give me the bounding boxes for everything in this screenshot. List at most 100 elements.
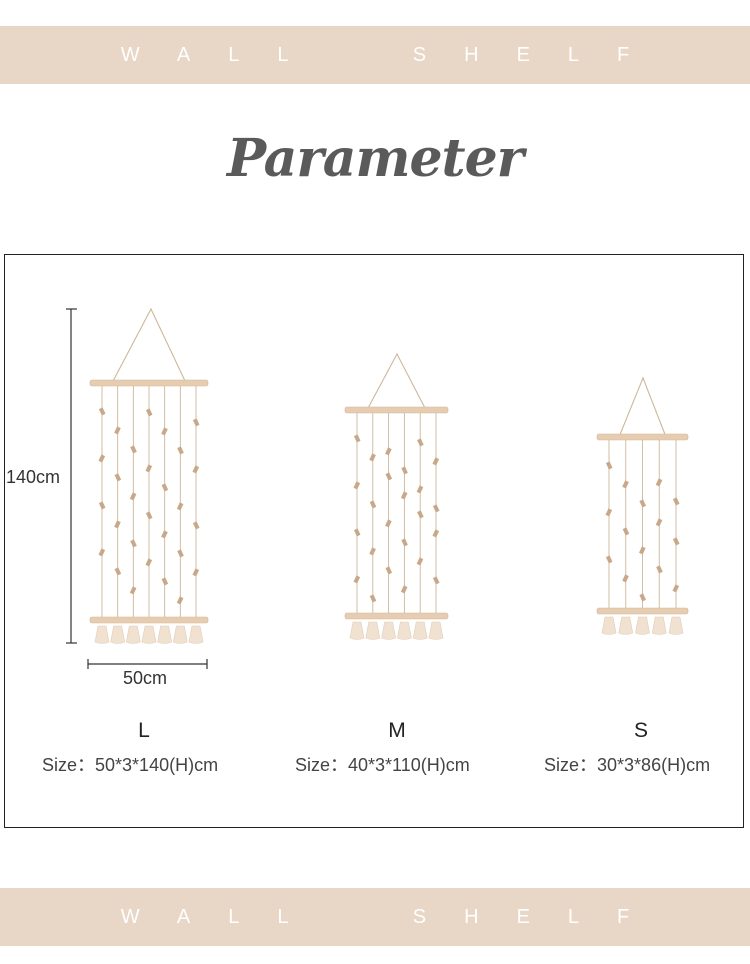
photo-clip [385,566,393,575]
photo-clip [192,568,200,577]
top-wood-bar [89,379,209,387]
photo-clip [655,518,663,527]
tassel [381,621,396,640]
photo-clip [432,529,440,538]
photo-clip [114,426,121,435]
photo-clip [353,575,361,584]
photo-clip [161,530,168,539]
photo-clip [177,549,184,558]
tassel [188,625,204,644]
photo-clip [98,501,106,510]
top-banner-text: WALL SHELF [120,44,668,66]
photo-clip [353,528,361,537]
photo-clip [98,407,106,416]
photo-clip [129,492,137,501]
photo-clip [177,446,184,455]
hanging-twine [618,376,667,438]
size-letter-large: L [138,719,150,742]
photo-clip [401,538,408,547]
tassel [125,625,141,644]
hanging-twine [366,352,427,411]
photo-clip [176,596,184,605]
tassel [635,616,650,635]
photo-clip [129,586,137,595]
photo-clip [192,418,200,427]
photo-clip [98,454,106,463]
photo-clip [416,485,424,494]
photo-clip [672,584,680,593]
photo-clip [401,466,408,475]
hanger-medium [344,352,449,640]
bottom-wood-bar [89,616,209,624]
photo-clip [353,481,361,490]
tassel [110,625,126,644]
tassel [141,625,157,644]
photo-clip [176,502,184,511]
photo-clip [98,548,106,557]
photo-clip [605,555,613,564]
tassel [365,621,381,640]
bottom-banner: WALL SHELF [0,888,750,946]
photo-clip [400,491,408,500]
photo-clip [114,473,122,482]
photo-clip [130,539,137,548]
bottom-wood-bar [344,612,449,620]
tassel [397,621,412,640]
photo-clip [400,585,408,594]
photo-clip [622,480,629,489]
photo-clip [655,478,663,487]
photo-clip [672,497,680,506]
photo-clip [432,457,440,466]
photo-clip [417,510,424,519]
tassel [668,616,684,635]
top-wood-bar [344,406,449,414]
photo-clip [130,445,137,454]
photo-clip [145,408,153,417]
bottom-wood-bar [596,607,689,615]
tassel [157,625,173,644]
photo-clip [161,577,169,586]
width-label: 50cm [123,668,168,688]
photo-clip [114,567,122,576]
photo-clip [639,593,647,602]
page-title: Parameter [226,128,524,189]
photo-clip [385,519,392,528]
top-wood-bar [596,433,689,441]
photo-clip [369,594,377,603]
size-text-medium: Size：40*3*110(H)cm [295,755,470,775]
photo-clip [114,520,121,529]
bottom-banner-text: WALL SHELF [120,906,668,928]
size-letter-medium: M [388,719,406,742]
size-text-small: Size：30*3*86(H)cm [544,755,711,775]
tassel [428,621,444,640]
tassel [412,621,428,640]
photo-clip [369,453,376,462]
width-dimension-line [87,659,208,669]
photo-clip [353,434,361,443]
tassel [651,616,667,635]
photo-clip [369,547,376,556]
photo-clip [161,427,168,436]
photo-clip [417,438,424,447]
tassel [172,625,188,644]
photo-clip [385,447,392,456]
tassel [349,621,365,640]
photo-clip [416,557,424,566]
size-letter-small: S [633,719,648,742]
tassel [601,616,617,635]
photo-clip [638,546,646,555]
photo-clip [605,508,613,517]
photo-clip [369,500,377,509]
tassel [618,616,634,635]
photo-clip [622,574,629,583]
photo-clip [145,511,153,520]
photo-clip [605,461,613,470]
hanger-small [596,376,689,635]
photo-clip [192,521,200,530]
height-label: 140cm [6,467,61,487]
size-text-large: Size：50*3*140(H)cm [42,755,219,775]
photo-clip [145,464,153,473]
photo-clip [432,504,440,513]
photo-clip [672,537,680,546]
